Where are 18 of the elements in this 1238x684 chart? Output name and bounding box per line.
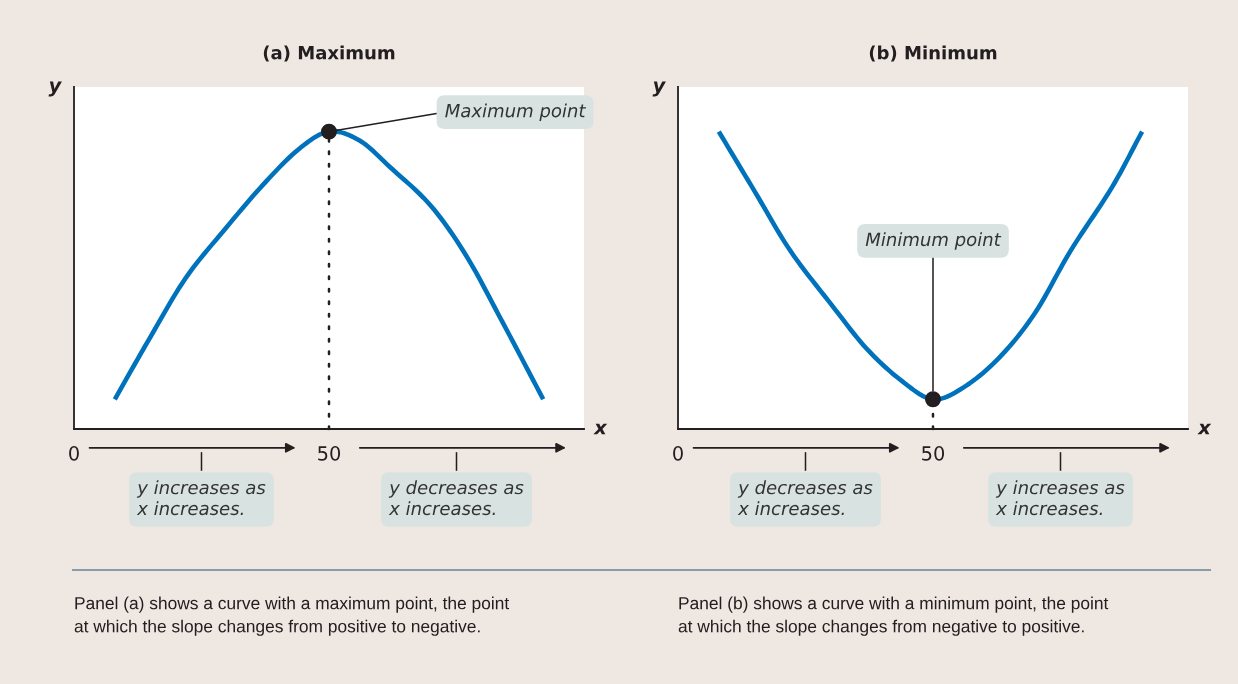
x-axis-title: x — [593, 423, 608, 435]
chart-title: (b) Minimum — [869, 45, 997, 62]
x-axis-title: x — [1197, 423, 1212, 435]
text: y decreases as x increases. — [737, 480, 873, 516]
x-tick-label: 50 — [922, 446, 945, 461]
y-axis-title: y — [48, 81, 62, 97]
text: y increases as x increases. — [995, 480, 1125, 516]
text: Panel (a) shows a curve with a maximum point, the point at which the slope changes from positive to negative. — [74, 596, 510, 636]
text: y increases as x increases. — [136, 480, 266, 516]
chart-title: (a) Maximum — [263, 45, 395, 62]
y-axis-title: y — [652, 81, 666, 97]
annotation: Maximum point — [445, 103, 587, 121]
x-tick-label: 0 — [69, 446, 79, 461]
text: Panel (b) shows a curve with a minimum point, the point at which the slope changes from negative to positive. — [678, 596, 1109, 636]
x-tick-label: 50 — [318, 446, 341, 461]
x-tick-label: 0 — [673, 446, 683, 461]
annotation: Minimum point — [865, 232, 1002, 250]
text: y decreases as x increases. — [388, 480, 524, 516]
